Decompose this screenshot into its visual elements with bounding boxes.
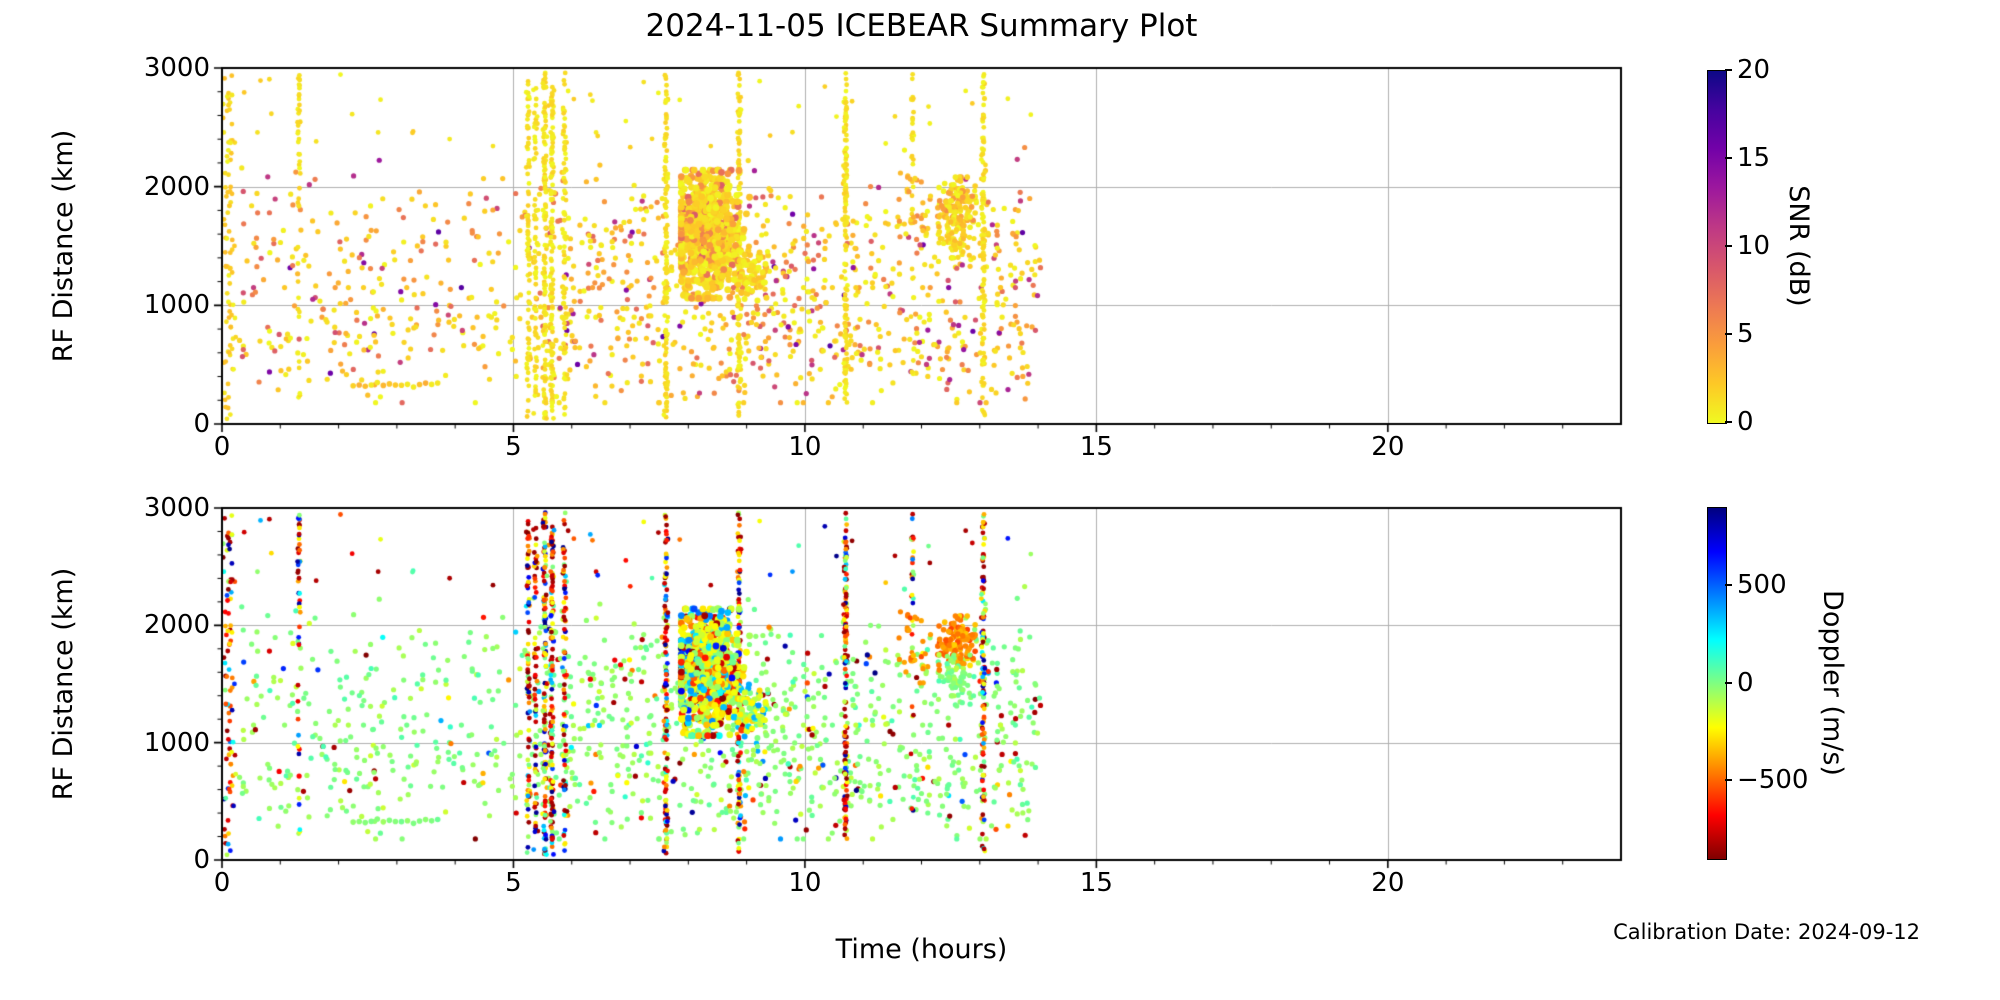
snr-colorbar-label: SNR (dB) (1783, 185, 1814, 307)
doppler-tick-label: −500 (1737, 765, 1809, 795)
snr-tick-mark (1725, 421, 1732, 423)
y-tick-label-bottom-panel: 3000 (143, 493, 210, 523)
y-tick-label-bottom-panel: 0 (193, 845, 210, 875)
doppler-tick-label: 0 (1737, 667, 1754, 698)
x-tick-label-bottom-panel: 0 (213, 868, 231, 898)
x-tick-label-top-panel: 5 (505, 432, 522, 462)
snr-colorbar-label-wrap: SNR (dB) (1783, 185, 1935, 306)
xlabel: Time (hours) (835, 934, 1008, 965)
snr-tick-label: 20 (1737, 55, 1771, 85)
snr-tick-mark (1725, 333, 1732, 335)
x-tick-label-top-panel: 15 (1079, 432, 1113, 462)
y-tick-label-top-panel: 0 (193, 409, 210, 439)
doppler-colorbar-label-wrap: Doppler (m/s) (1817, 590, 2000, 776)
x-tick-label-bottom-panel: 5 (505, 868, 522, 898)
y-tick-label-top-panel: 3000 (143, 53, 210, 83)
x-tick-label-top-panel: 10 (788, 432, 822, 462)
snr-tick-label: 5 (1737, 319, 1754, 349)
ylabel-top-panel-wrap: RF Distance (km) (48, 130, 281, 363)
snr-tick-mark (1725, 245, 1732, 247)
ylabel-bottom-panel-wrap: RF Distance (km) (48, 568, 281, 801)
snr-tick-label: 15 (1737, 143, 1771, 173)
calibration-date-text: Calibration Date: 2024-09-12 (1613, 920, 1920, 944)
snr-colorbar (1707, 70, 1727, 424)
snr-tick-label: 10 (1737, 231, 1771, 261)
x-tick-label-bottom-panel: 15 (1079, 868, 1113, 898)
doppler-tick-mark (1725, 779, 1732, 781)
x-tick-label-bottom-panel: 10 (788, 868, 822, 898)
doppler-tick-mark (1725, 584, 1732, 586)
doppler-tick-label: 500 (1737, 570, 1787, 600)
y-tick-label-top-panel: 2000 (143, 171, 210, 202)
x-tick-label-top-panel: 0 (213, 432, 231, 462)
doppler-colorbar (1707, 507, 1727, 860)
ylabel-top-panel: RF Distance (km) (48, 129, 79, 363)
doppler-tick-mark (1725, 681, 1732, 684)
x-tick-label-top-panel: 20 (1371, 432, 1405, 462)
y-tick-label-bottom-panel: 2000 (143, 610, 210, 641)
plot-title: 2024-11-05 ICEBEAR Summary Plot (645, 8, 1198, 44)
ylabel-bottom-panel: RF Distance (km) (48, 567, 79, 801)
snr-tick-mark (1725, 69, 1732, 71)
x-tick-label-bottom-panel: 20 (1371, 868, 1405, 898)
snr-tick-mark (1725, 157, 1732, 159)
y-tick-label-bottom-panel: 1000 (143, 727, 210, 758)
y-tick-label-top-panel: 1000 (143, 290, 210, 321)
doppler-colorbar-label: Doppler (m/s) (1817, 590, 1848, 776)
snr-tick-label: 0 (1737, 407, 1754, 437)
